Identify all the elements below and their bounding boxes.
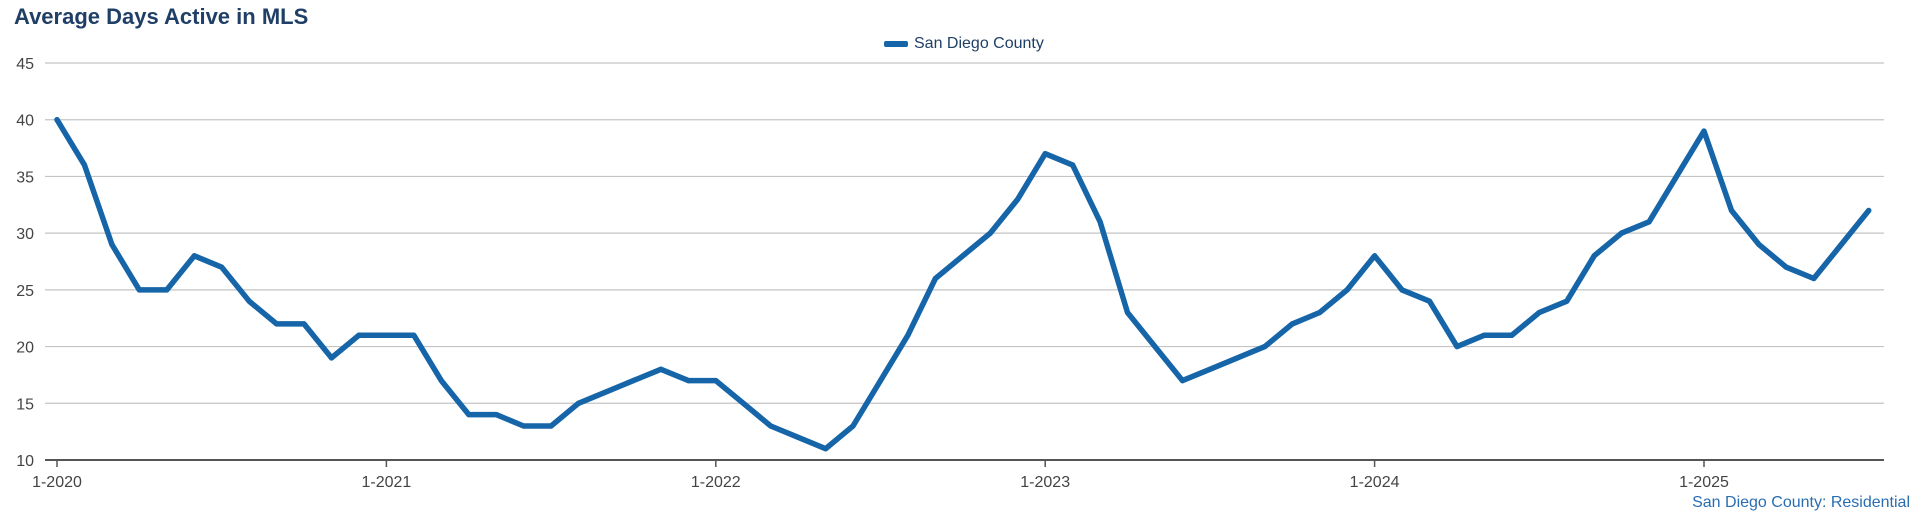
series-line bbox=[54, 116, 1872, 452]
data-point bbox=[466, 412, 472, 418]
data-point bbox=[575, 400, 582, 406]
data-point bbox=[191, 253, 197, 259]
data-point bbox=[1124, 309, 1131, 316]
data-point bbox=[521, 423, 527, 429]
x-axis-labels: 1-2020 1-2021 1-2022 1-2023 1-2024 1-2025 bbox=[32, 474, 1729, 491]
y-axis-labels: 10 15 20 25 30 35 40 45 bbox=[16, 56, 34, 470]
data-point bbox=[1481, 332, 1487, 338]
data-point bbox=[1728, 207, 1735, 214]
data-point bbox=[81, 162, 88, 168]
chart-title: Average Days Active in MLS bbox=[14, 4, 309, 29]
data-point bbox=[658, 366, 664, 372]
data-point bbox=[1344, 287, 1350, 293]
data-point bbox=[1454, 343, 1460, 350]
data-point bbox=[1179, 378, 1186, 384]
data-point bbox=[411, 332, 417, 338]
data-point bbox=[1509, 332, 1515, 338]
data-point bbox=[493, 412, 499, 418]
data-point bbox=[548, 423, 554, 429]
data-point bbox=[850, 423, 856, 429]
y-tick-label: 10 bbox=[16, 453, 34, 470]
data-point bbox=[1426, 298, 1433, 304]
y-tick-label: 20 bbox=[16, 340, 34, 357]
data-point bbox=[1564, 298, 1570, 304]
data-point bbox=[1372, 253, 1378, 259]
data-point bbox=[630, 378, 637, 384]
x-tick-label: 1-2025 bbox=[1679, 474, 1729, 491]
data-point bbox=[1317, 309, 1323, 316]
data-point bbox=[1015, 196, 1021, 202]
data-point bbox=[603, 389, 609, 395]
y-tick-label: 40 bbox=[16, 113, 34, 130]
data-point bbox=[246, 298, 252, 304]
data-point bbox=[685, 378, 691, 384]
data-point bbox=[1070, 162, 1076, 168]
x-tick-label: 1-2022 bbox=[691, 474, 741, 491]
data-point bbox=[1289, 321, 1295, 327]
data-point bbox=[1701, 128, 1707, 134]
y-tick-label: 15 bbox=[16, 396, 34, 413]
data-point bbox=[1207, 366, 1213, 372]
series-layer bbox=[54, 116, 1872, 452]
data-point bbox=[1097, 219, 1103, 225]
data-point bbox=[1262, 343, 1268, 350]
data-point bbox=[1152, 343, 1158, 350]
data-point bbox=[905, 332, 911, 338]
data-point bbox=[54, 117, 60, 123]
data-point bbox=[795, 434, 801, 440]
data-point bbox=[1673, 173, 1680, 180]
legend-label: San Diego County bbox=[914, 35, 1044, 52]
data-point bbox=[932, 275, 939, 282]
x-tick-label: 1-2023 bbox=[1020, 474, 1070, 491]
data-point bbox=[1399, 287, 1405, 293]
data-point bbox=[740, 400, 746, 406]
data-point bbox=[1838, 241, 1844, 248]
x-tick-label: 1-2021 bbox=[361, 474, 411, 491]
data-point bbox=[328, 355, 335, 361]
footer-source-label: San Diego County: Residential bbox=[1692, 494, 1910, 511]
x-axis bbox=[45, 459, 1884, 467]
data-point bbox=[1536, 309, 1542, 316]
data-point bbox=[1234, 355, 1240, 361]
y-tick-label: 35 bbox=[16, 169, 34, 186]
gridlines bbox=[45, 62, 1884, 404]
data-point bbox=[987, 230, 993, 236]
data-point bbox=[136, 287, 142, 293]
data-point bbox=[438, 378, 444, 384]
data-point bbox=[768, 423, 774, 429]
x-tick-label: 1-2020 bbox=[32, 474, 82, 491]
data-point bbox=[164, 287, 170, 293]
data-point bbox=[383, 332, 389, 338]
data-point bbox=[1646, 219, 1652, 225]
data-point bbox=[1811, 275, 1817, 282]
data-point bbox=[301, 321, 307, 327]
data-point bbox=[109, 241, 115, 248]
data-point bbox=[713, 378, 719, 384]
data-point bbox=[356, 332, 362, 338]
data-point bbox=[1866, 207, 1872, 214]
y-tick-label: 30 bbox=[16, 226, 34, 243]
y-tick-label: 45 bbox=[16, 56, 34, 73]
data-point bbox=[274, 321, 280, 327]
data-point bbox=[823, 446, 829, 452]
data-point bbox=[1042, 151, 1048, 157]
data-point bbox=[1591, 253, 1597, 259]
legend-swatch bbox=[884, 41, 908, 47]
data-point bbox=[960, 253, 966, 259]
y-tick-label: 25 bbox=[16, 283, 34, 300]
data-point bbox=[1756, 241, 1762, 248]
x-tick-label: 1-2024 bbox=[1350, 474, 1400, 491]
legend: San Diego County bbox=[884, 35, 1044, 53]
data-point bbox=[1783, 264, 1789, 270]
data-point bbox=[1619, 230, 1625, 236]
data-point bbox=[877, 378, 884, 384]
data-point bbox=[219, 264, 225, 270]
